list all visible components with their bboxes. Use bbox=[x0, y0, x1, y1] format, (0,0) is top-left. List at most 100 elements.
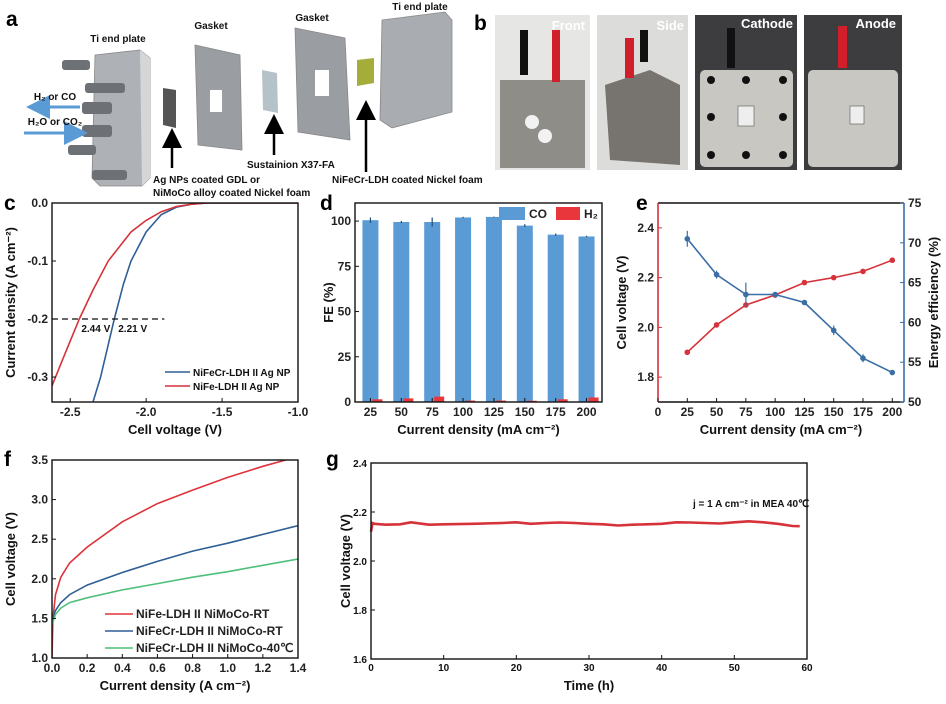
data-point-left bbox=[860, 268, 866, 275]
y-tick-label: 2.0 bbox=[31, 572, 48, 586]
y-tick-label: 2.4 bbox=[353, 459, 367, 470]
y-tick-label: 1.6 bbox=[353, 655, 367, 666]
bar-h2 bbox=[403, 398, 414, 402]
x-tick-label: -2.0 bbox=[136, 405, 157, 419]
x-tick-label: -1.0 bbox=[288, 405, 309, 419]
left-end-plate bbox=[62, 49, 151, 187]
legend-label: NiFe-LDH II NiMoCo-RT bbox=[136, 607, 270, 621]
data-point-left bbox=[713, 322, 720, 328]
photo-anode: Anode bbox=[804, 15, 902, 170]
anode-layer bbox=[357, 58, 374, 86]
y-axis-label: Current density (A cm⁻²) bbox=[3, 227, 18, 378]
y-tick-label: 55 bbox=[908, 355, 922, 369]
x-tick-label: 0 bbox=[655, 405, 662, 419]
right-end-plate bbox=[379, 11, 453, 129]
y-axis-label: FE (%) bbox=[321, 282, 336, 322]
x-axis-label: Current density (mA cm⁻²) bbox=[397, 422, 559, 437]
y-tick-label: 2.2 bbox=[353, 508, 367, 519]
membrane-layer bbox=[262, 70, 278, 113]
photo-label-side: Side bbox=[657, 18, 684, 33]
legend-swatch-h2 bbox=[556, 207, 580, 220]
y-tick-label: 2.4 bbox=[637, 221, 654, 235]
x-tick-label: 30 bbox=[583, 663, 595, 674]
label-gasket-1: Gasket bbox=[194, 21, 228, 32]
photo-side: Side bbox=[597, 15, 688, 170]
panel-label-e: e bbox=[636, 192, 648, 215]
x-axis-label: Cell voltage (V) bbox=[128, 422, 222, 437]
legend-label-co: CO bbox=[529, 207, 547, 221]
data-point-right bbox=[713, 271, 720, 278]
legend-label-h2: H₂ bbox=[584, 207, 598, 221]
plot-frame bbox=[354, 202, 603, 403]
x-tick-label: 40 bbox=[656, 663, 668, 674]
annotation-2-21v: 2.21 V bbox=[118, 324, 147, 335]
gasket-2 bbox=[294, 27, 351, 141]
x-tick-label: 0.0 bbox=[44, 661, 61, 675]
x-axis-label: Current density (A cm⁻²) bbox=[100, 678, 251, 693]
chart-e: 0 25 50 75 100 125 150 175 200 1.8 2.0 2.2 2.4 50 55 60… bbox=[614, 196, 941, 437]
label-ti-end-plate-right: Ti end plate bbox=[392, 2, 448, 13]
x-tick-label: 60 bbox=[801, 663, 813, 674]
y-tick-label: 70 bbox=[908, 236, 922, 250]
x-tick-label: 125 bbox=[484, 405, 504, 419]
panel-label-f: f bbox=[4, 448, 12, 471]
y-tick-label: 65 bbox=[908, 276, 922, 290]
y-tick-label: 2.0 bbox=[637, 320, 654, 334]
data-point-left bbox=[801, 279, 808, 286]
data-point-right bbox=[801, 299, 808, 306]
chart-f-plot bbox=[52, 460, 298, 658]
bar-co bbox=[424, 221, 441, 402]
data-point-left bbox=[830, 274, 837, 281]
legend-label: NiFe-LDH II Ag NP bbox=[193, 382, 280, 393]
y-tick-label: 2.2 bbox=[637, 271, 654, 285]
legend-label: NiFeCr-LDH II NiMoCo-RT bbox=[136, 624, 283, 638]
panel-label-d: d bbox=[320, 192, 333, 215]
y-axis-label: Energy efficiency (%) bbox=[926, 237, 941, 369]
legend-label: NiFeCr-LDH II NiMoCo-40℃ bbox=[136, 641, 293, 655]
x-axis-label: Current density (mA cm⁻²) bbox=[700, 422, 862, 437]
x-tick-label: 1.0 bbox=[219, 661, 236, 675]
x-tick-label: 150 bbox=[515, 405, 535, 419]
bar-co bbox=[455, 217, 472, 402]
x-tick-label: 100 bbox=[765, 405, 785, 419]
x-tick-label: 200 bbox=[882, 405, 902, 419]
cathode-layer bbox=[163, 88, 176, 128]
y-tick-label: -0.3 bbox=[27, 370, 48, 384]
bar-co bbox=[485, 216, 502, 402]
x-tick-label: 1.4 bbox=[290, 661, 307, 675]
plot-frame bbox=[51, 459, 299, 659]
panel-label-c: c bbox=[4, 192, 16, 215]
x-tick-label: 20 bbox=[511, 663, 523, 674]
annotation-condition: j = 1 A cm⁻² in MEA 40℃ bbox=[692, 499, 809, 510]
x-tick-label: 1.2 bbox=[255, 661, 272, 675]
y-tick-label: 0 bbox=[344, 395, 351, 409]
y-tick-label: 1.0 bbox=[31, 651, 48, 665]
chart-g: j = 1 A cm⁻² in MEA 40℃ 0 10 20 30 40 50 60 1.6 1… bbox=[338, 459, 813, 693]
x-tick-label: 0.8 bbox=[184, 661, 201, 675]
bar-co bbox=[362, 220, 379, 402]
y-tick-label: 3.0 bbox=[31, 493, 48, 507]
x-tick-label: -1.5 bbox=[212, 405, 233, 419]
data-point-right bbox=[684, 236, 691, 242]
y-tick-label: 3.5 bbox=[31, 453, 48, 467]
cell-exploded-diagram: Ti end plate Gasket Gasket Ti end plate … bbox=[24, 2, 483, 199]
label-inlet: H₂O or CO₂ bbox=[28, 117, 82, 128]
y-tick-label: 1.8 bbox=[353, 606, 367, 617]
data-point-right bbox=[772, 291, 778, 298]
bar-co bbox=[516, 225, 533, 402]
legend-swatch-co bbox=[499, 207, 525, 220]
x-tick-label: 75 bbox=[426, 405, 440, 419]
x-tick-label: 175 bbox=[546, 405, 566, 419]
x-tick-label: 50 bbox=[710, 405, 724, 419]
series-line-1 bbox=[52, 203, 298, 387]
x-tick-label: 0.2 bbox=[79, 661, 96, 675]
x-tick-label: 100 bbox=[453, 405, 473, 419]
panel-label-a: a bbox=[6, 8, 18, 31]
x-tick-label: -2.5 bbox=[60, 405, 81, 419]
charts: 2.44 V 2.21 V NiFeCr-LDH II Ag NP NiFe-LDH … bbox=[3, 196, 941, 693]
x-tick-label: 175 bbox=[853, 405, 873, 419]
series-line-1 bbox=[52, 524, 298, 621]
y-tick-label: -0.2 bbox=[27, 312, 48, 326]
